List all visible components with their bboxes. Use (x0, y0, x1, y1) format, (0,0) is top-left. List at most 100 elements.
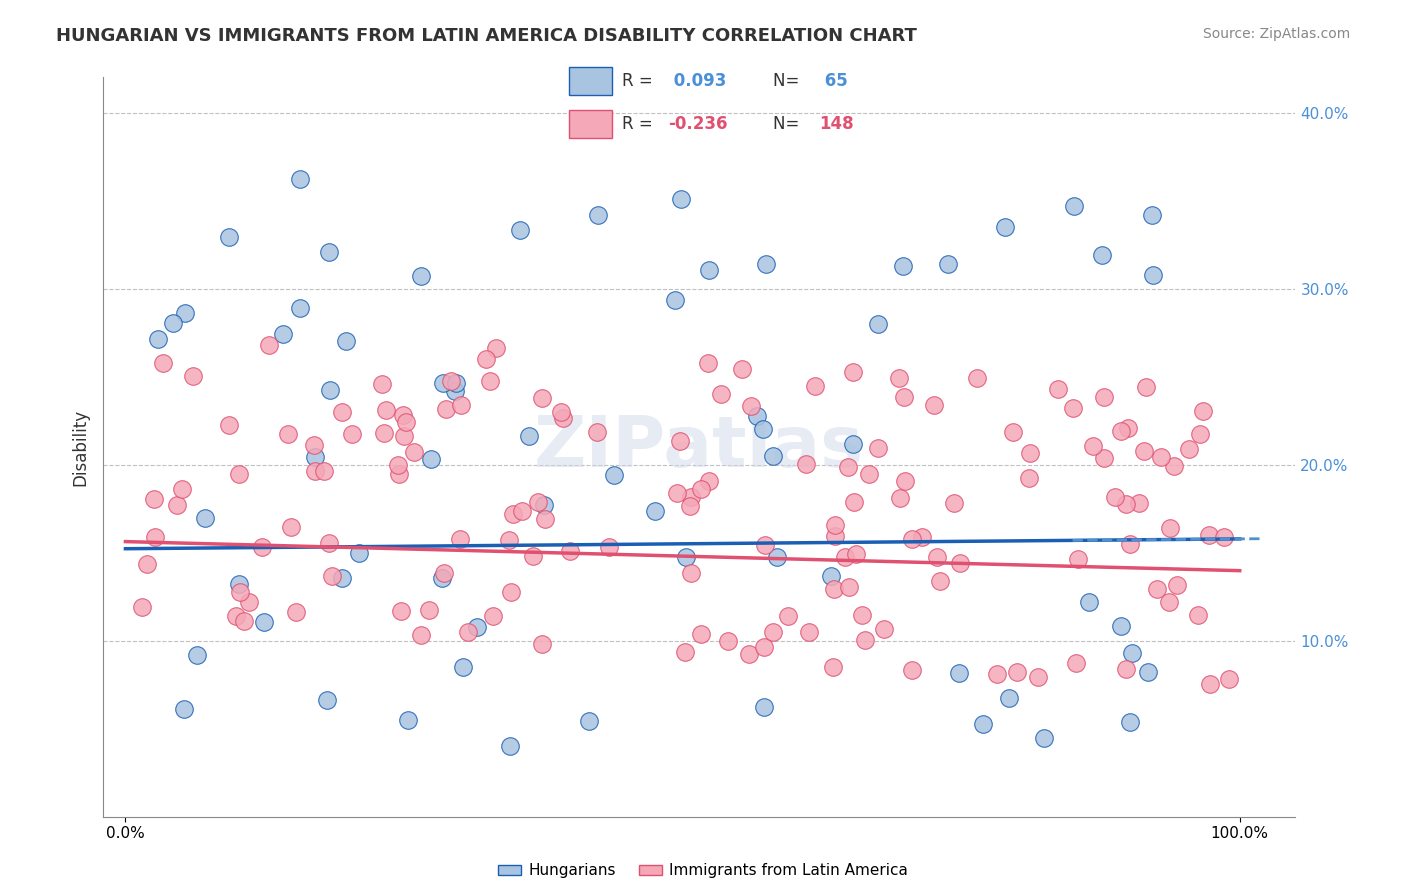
Point (966, 370, 988, 384)
Point (927, 550, 949, 565)
Point (858, 467, 880, 481)
Point (318, 536, 340, 550)
Point (319, 383, 342, 397)
Legend: Hungarians, Immigrants from Latin America: Hungarians, Immigrants from Latin Americ… (492, 857, 914, 884)
Point (432, 376, 454, 390)
Point (697, 474, 720, 488)
Point (434, 401, 457, 416)
Point (1146, 582, 1168, 597)
Point (689, 627, 711, 641)
Point (1019, 446, 1042, 460)
Point (598, 541, 620, 555)
Point (1121, 646, 1143, 660)
Point (146, 332, 169, 346)
Point (395, 415, 418, 429)
Point (194, 511, 217, 525)
Point (162, 316, 184, 330)
FancyBboxPatch shape (569, 110, 612, 138)
Point (679, 499, 702, 513)
Point (644, 503, 666, 517)
Point (304, 450, 326, 464)
Point (280, 520, 302, 534)
Point (1187, 607, 1209, 622)
Point (669, 434, 692, 448)
Point (671, 192, 693, 206)
Point (690, 483, 713, 497)
Point (271, 327, 294, 342)
Point (550, 405, 572, 419)
Point (228, 467, 250, 481)
Point (1159, 521, 1181, 535)
Point (851, 607, 873, 622)
Point (531, 637, 554, 651)
Point (873, 623, 896, 637)
Text: Source: ZipAtlas.com: Source: ZipAtlas.com (1202, 27, 1350, 41)
Point (152, 356, 174, 370)
Point (665, 486, 688, 500)
Point (186, 648, 208, 662)
Point (1142, 268, 1164, 282)
Point (893, 390, 915, 404)
Point (253, 615, 276, 630)
Point (135, 558, 157, 572)
Text: 148: 148 (818, 115, 853, 133)
Point (824, 517, 846, 532)
Point (510, 503, 533, 517)
Text: -0.236: -0.236 (668, 115, 727, 133)
Point (560, 544, 582, 558)
Point (578, 714, 600, 728)
Point (335, 334, 357, 349)
Point (238, 595, 260, 609)
Point (1026, 670, 1049, 684)
Point (697, 356, 720, 370)
Point (820, 569, 842, 583)
Point (894, 474, 917, 488)
Point (994, 220, 1017, 235)
Point (531, 391, 554, 405)
Point (740, 399, 762, 413)
Point (430, 571, 453, 585)
Point (997, 690, 1019, 705)
Point (842, 437, 865, 451)
Point (373, 425, 395, 440)
Point (889, 491, 911, 505)
Point (225, 608, 247, 623)
Point (664, 293, 686, 307)
Point (603, 468, 626, 483)
Point (232, 614, 254, 628)
Point (330, 405, 353, 419)
Point (901, 663, 924, 677)
Point (218, 229, 240, 244)
Point (1005, 665, 1028, 679)
Point (755, 257, 778, 271)
Point (257, 337, 280, 351)
Point (710, 387, 733, 401)
Point (1199, 677, 1222, 691)
Point (389, 604, 412, 618)
Point (484, 341, 506, 355)
Point (498, 533, 520, 547)
Point (404, 444, 426, 458)
Point (762, 449, 785, 463)
Point (1150, 450, 1173, 464)
Point (1137, 665, 1160, 680)
Point (302, 438, 325, 452)
Point (972, 717, 994, 731)
Point (1198, 527, 1220, 541)
Point (218, 417, 240, 432)
Point (1109, 619, 1132, 633)
Point (1047, 382, 1070, 396)
Point (1212, 530, 1234, 544)
Point (440, 375, 463, 389)
Point (842, 365, 865, 379)
Point (794, 457, 817, 471)
Point (673, 645, 696, 659)
Point (586, 425, 609, 439)
Point (1018, 471, 1040, 485)
Point (1064, 656, 1087, 670)
Point (681, 566, 703, 581)
Point (444, 384, 467, 398)
Point (1104, 491, 1126, 505)
Point (143, 531, 166, 545)
Point (288, 301, 311, 315)
